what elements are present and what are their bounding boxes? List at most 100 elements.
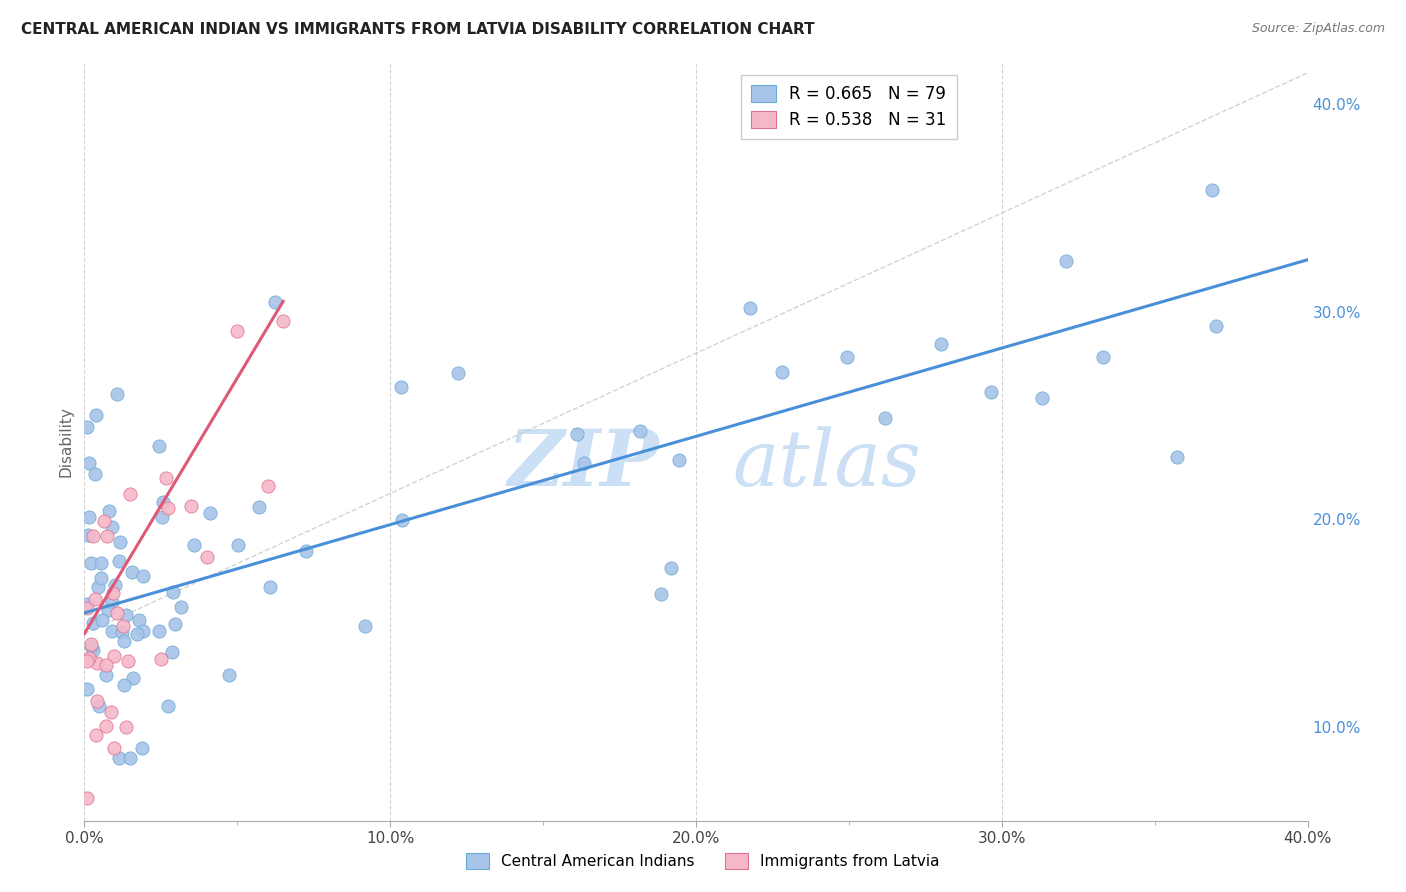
Point bbox=[1201, 183, 1223, 197]
Point bbox=[565, 427, 588, 442]
Point bbox=[271, 314, 294, 328]
Text: atlas: atlas bbox=[733, 426, 921, 502]
Point bbox=[107, 554, 129, 568]
Point bbox=[170, 600, 193, 615]
Point bbox=[391, 513, 413, 527]
Y-axis label: Disability: Disability bbox=[58, 406, 73, 477]
Point bbox=[650, 587, 672, 601]
Point bbox=[122, 671, 145, 685]
Point bbox=[162, 585, 184, 599]
Point bbox=[150, 510, 173, 524]
Point bbox=[76, 601, 98, 615]
Point bbox=[87, 580, 110, 594]
Point bbox=[1031, 391, 1053, 405]
Point bbox=[1091, 351, 1114, 365]
Point bbox=[82, 529, 104, 543]
Point bbox=[1205, 319, 1227, 334]
Point bbox=[94, 658, 117, 673]
Point bbox=[105, 606, 128, 620]
Point bbox=[257, 479, 280, 493]
Point bbox=[118, 487, 141, 501]
Point bbox=[111, 619, 134, 633]
Point bbox=[111, 625, 134, 640]
Point bbox=[76, 654, 98, 668]
Point bbox=[100, 624, 122, 639]
Point bbox=[247, 500, 270, 514]
Point bbox=[980, 384, 1002, 399]
Point bbox=[84, 592, 107, 607]
Point bbox=[80, 640, 103, 654]
Legend: R = 0.665   N = 79, R = 0.538   N = 31: R = 0.665 N = 79, R = 0.538 N = 31 bbox=[741, 75, 956, 139]
Point bbox=[118, 751, 141, 765]
Point bbox=[94, 719, 117, 733]
Point bbox=[835, 351, 858, 365]
Point bbox=[76, 681, 98, 696]
Point bbox=[108, 535, 131, 549]
Point bbox=[79, 557, 101, 571]
Point bbox=[121, 565, 143, 579]
Point bbox=[1054, 254, 1077, 268]
Point bbox=[107, 386, 129, 401]
Point bbox=[389, 380, 412, 394]
Point bbox=[157, 698, 180, 713]
Point bbox=[89, 699, 111, 714]
Point bbox=[259, 580, 281, 594]
Point bbox=[226, 324, 249, 338]
Point bbox=[93, 514, 115, 528]
Point bbox=[86, 694, 108, 708]
Point bbox=[128, 613, 150, 627]
Point bbox=[76, 791, 98, 805]
Point bbox=[295, 543, 318, 558]
Point bbox=[628, 424, 651, 438]
Point bbox=[183, 538, 205, 552]
Point bbox=[218, 668, 240, 682]
Point bbox=[82, 642, 104, 657]
Point bbox=[79, 637, 101, 651]
Point bbox=[103, 740, 125, 755]
Point bbox=[659, 561, 682, 575]
Point bbox=[152, 495, 174, 509]
Point bbox=[447, 366, 470, 380]
Point bbox=[131, 740, 153, 755]
Point bbox=[875, 411, 897, 425]
Point bbox=[77, 528, 100, 542]
Point bbox=[226, 538, 249, 552]
Point bbox=[162, 645, 184, 659]
Point bbox=[156, 501, 179, 516]
Point bbox=[86, 728, 108, 742]
Point bbox=[929, 337, 952, 351]
Point bbox=[96, 668, 118, 682]
Point bbox=[97, 603, 120, 617]
Point bbox=[740, 301, 762, 315]
Point bbox=[114, 720, 136, 734]
Point bbox=[195, 549, 218, 564]
Point bbox=[165, 617, 187, 632]
Point bbox=[104, 577, 127, 591]
Point bbox=[77, 510, 100, 524]
Point bbox=[148, 624, 170, 639]
Point bbox=[132, 624, 155, 638]
Point bbox=[112, 633, 135, 648]
Point bbox=[117, 654, 139, 668]
Point bbox=[155, 471, 177, 485]
Point bbox=[79, 651, 101, 665]
Point bbox=[100, 705, 122, 719]
Point bbox=[770, 365, 793, 379]
Point bbox=[572, 457, 595, 471]
Point bbox=[198, 506, 221, 520]
Point bbox=[668, 453, 690, 467]
Point bbox=[101, 595, 124, 609]
Point bbox=[127, 627, 149, 641]
Text: Source: ZipAtlas.com: Source: ZipAtlas.com bbox=[1251, 22, 1385, 36]
Point bbox=[103, 586, 125, 600]
Legend: Central American Indians, Immigrants from Latvia: Central American Indians, Immigrants fro… bbox=[460, 847, 946, 875]
Point bbox=[90, 556, 112, 570]
Text: CENTRAL AMERICAN INDIAN VS IMMIGRANTS FROM LATVIA DISABILITY CORRELATION CHART: CENTRAL AMERICAN INDIAN VS IMMIGRANTS FR… bbox=[21, 22, 814, 37]
Point bbox=[132, 569, 155, 583]
Point bbox=[354, 618, 377, 632]
Text: ZIP: ZIP bbox=[508, 426, 659, 502]
Point bbox=[98, 504, 121, 518]
Point bbox=[91, 613, 114, 627]
Point bbox=[76, 420, 98, 434]
Point bbox=[84, 408, 107, 422]
